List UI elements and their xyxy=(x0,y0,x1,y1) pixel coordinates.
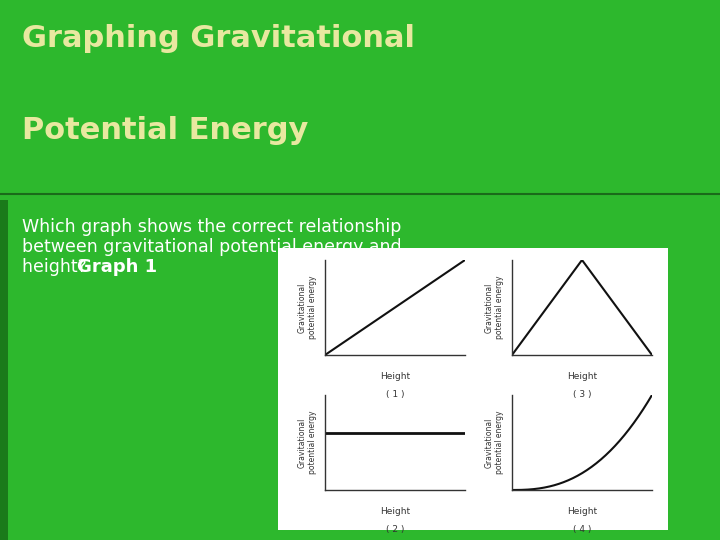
Text: Gravitational
potential energy: Gravitational potential energy xyxy=(297,276,317,339)
Text: ( 4 ): ( 4 ) xyxy=(573,525,591,534)
Text: Graph 1: Graph 1 xyxy=(77,258,157,276)
Text: Gravitational
potential energy: Gravitational potential energy xyxy=(485,276,504,339)
Text: Which graph shows the correct relationship: Which graph shows the correct relationsh… xyxy=(22,218,401,236)
Bar xyxy=(0,200,8,540)
Bar xyxy=(278,248,668,530)
Text: ( 3 ): ( 3 ) xyxy=(572,390,591,399)
Text: Gravitational
potential energy: Gravitational potential energy xyxy=(485,411,504,474)
Text: Height: Height xyxy=(380,507,410,516)
Text: ( 1 ): ( 1 ) xyxy=(386,390,404,399)
Text: Height: Height xyxy=(380,372,410,381)
Text: ( 2 ): ( 2 ) xyxy=(386,525,404,534)
Text: between gravitational potential energy and: between gravitational potential energy a… xyxy=(22,238,402,256)
Text: Gravitational
potential energy: Gravitational potential energy xyxy=(297,411,317,474)
Text: Height: Height xyxy=(567,372,597,381)
Text: height?: height? xyxy=(22,258,92,276)
Text: Potential Energy: Potential Energy xyxy=(22,116,308,145)
Text: Height: Height xyxy=(567,507,597,516)
Text: Graphing Gravitational: Graphing Gravitational xyxy=(22,24,415,53)
